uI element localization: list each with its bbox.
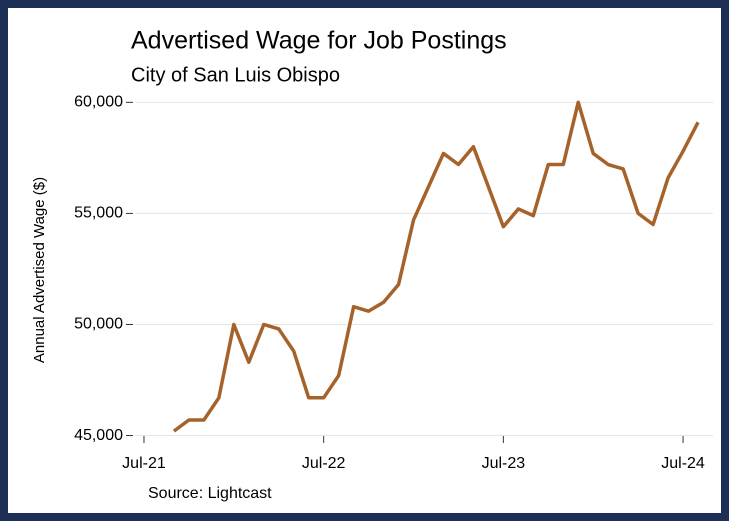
source-note: Source: Lightcast xyxy=(148,485,272,502)
data-line xyxy=(172,100,700,433)
chart-title: Advertised Wage for Job Postings xyxy=(131,27,507,55)
y-axis-label: Annual Advertised Wage ($) xyxy=(31,177,48,363)
x-tick-label: Jul-21 xyxy=(122,455,166,472)
y-tick-label: 55,000 xyxy=(74,205,123,222)
y-tick-label: 50,000 xyxy=(74,316,123,333)
y-tick-label: 45,000 xyxy=(74,427,123,444)
x-tick-label: Jul-22 xyxy=(302,455,346,472)
x-tick-label: Jul-23 xyxy=(482,455,526,472)
x-tick-label: Jul-24 xyxy=(661,455,705,472)
y-tick-label: 60,000 xyxy=(74,94,123,111)
chart-subtitle: City of San Luis Obispo xyxy=(131,64,340,86)
